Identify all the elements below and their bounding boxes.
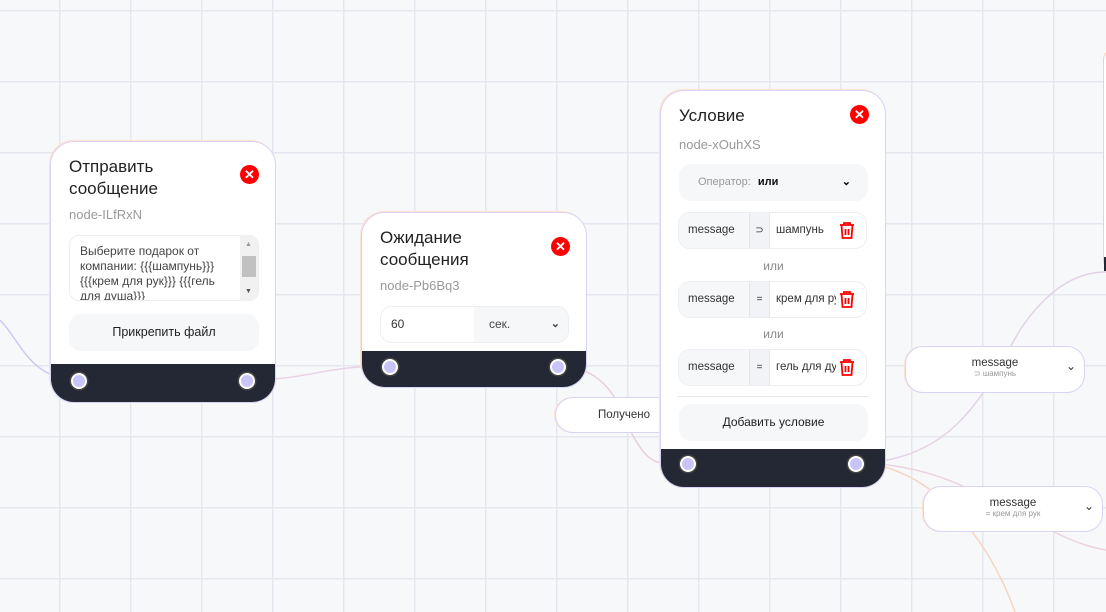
node-footer bbox=[51, 364, 275, 402]
close-icon[interactable]: ✕ bbox=[850, 105, 869, 124]
edge-cond-branch1 bbox=[854, 271, 1106, 464]
node-title: Отправить сообщение bbox=[69, 157, 158, 198]
node-id: node-Pb6Bq3 bbox=[380, 278, 460, 293]
node-title: Ожидание сообщения bbox=[380, 228, 469, 269]
trash-icon[interactable] bbox=[838, 290, 856, 309]
timeout-input[interactable]: 60 bbox=[391, 317, 405, 331]
edge-label-received[interactable]: Получено bbox=[555, 397, 675, 433]
edge-label-branch-2[interactable]: message = крем для рук ⌄ bbox=[923, 486, 1103, 532]
add-condition-button[interactable]: Добавить условие bbox=[679, 404, 868, 441]
attach-file-button[interactable]: Прикрепить файл bbox=[69, 314, 259, 351]
chevron-down-icon: ⌄ bbox=[550, 318, 560, 330]
node-id: node-xOuhXS bbox=[679, 137, 761, 152]
condition-row[interactable]: message=гель для душа bbox=[678, 349, 867, 386]
operator-select[interactable]: Оператор: или ⌄ bbox=[679, 164, 868, 201]
trash-icon[interactable] bbox=[838, 358, 856, 377]
chevron-down-icon[interactable]: ⌄ bbox=[1065, 359, 1076, 373]
chevron-down-icon[interactable]: ⌄ bbox=[1083, 499, 1094, 513]
output-port[interactable] bbox=[550, 359, 566, 375]
condition-row[interactable]: message ⊃ шампунь bbox=[678, 212, 867, 249]
chevron-down-icon: ⌄ bbox=[841, 176, 851, 188]
output-port[interactable] bbox=[239, 373, 255, 389]
node-send-message[interactable]: Отправить сообщение ✕ node-ILfRxN Выбери… bbox=[50, 141, 276, 403]
node-id: node-ILfRxN bbox=[69, 207, 142, 222]
scrollbar[interactable]: ▲ ▼ bbox=[240, 236, 258, 300]
node-title: Условие bbox=[679, 106, 745, 125]
timeout-field: 60 сек. ⌄ bbox=[380, 306, 569, 343]
condition-row[interactable]: message=крем для рук bbox=[678, 281, 867, 318]
unit-select[interactable]: сек. ⌄ bbox=[474, 307, 568, 342]
node-footer bbox=[362, 351, 586, 387]
input-port[interactable] bbox=[680, 456, 696, 472]
node-condition[interactable]: Условие ✕ node-xOuhXS Оператор: или ⌄ me… bbox=[660, 90, 886, 488]
node-footer bbox=[661, 449, 885, 487]
close-icon[interactable]: ✕ bbox=[240, 165, 259, 184]
input-port[interactable] bbox=[71, 373, 87, 389]
input-port[interactable] bbox=[382, 359, 398, 375]
trash-icon[interactable] bbox=[838, 221, 856, 240]
node-wait-message[interactable]: Ожидание сообщения ✕ node-Pb6Bq3 60 сек.… bbox=[361, 212, 587, 388]
or-separator: или bbox=[763, 259, 784, 273]
close-icon[interactable]: ✕ bbox=[551, 237, 570, 256]
divider bbox=[678, 396, 868, 397]
edge-label-branch-1[interactable]: message ⊃ шампунь ⌄ bbox=[905, 346, 1085, 393]
message-textarea[interactable]: Выберите подарок от компании: {{{шампунь… bbox=[69, 235, 259, 301]
or-separator: или bbox=[763, 327, 784, 341]
output-port[interactable] bbox=[848, 456, 864, 472]
